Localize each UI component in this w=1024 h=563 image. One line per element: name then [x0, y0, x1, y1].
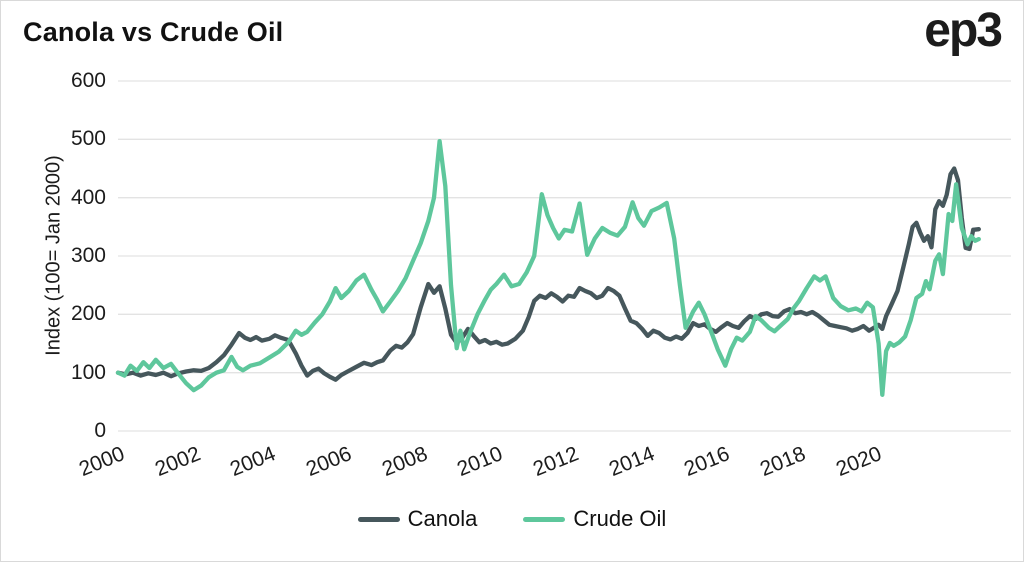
y-tick-label-600: 600: [70, 69, 106, 92]
crude-oil-line-swatch: [523, 516, 566, 522]
y-tick-label-400: 400: [70, 185, 106, 209]
legend-item-canola: Canola: [357, 506, 478, 532]
y-tick-label-0: 0: [94, 419, 106, 442]
legend-label-canola: Canola: [407, 506, 478, 531]
ep3-logo: ep3: [924, 4, 1003, 57]
series-line-crude-oil: [115, 138, 981, 397]
legend-item-crude-oil: Crude Oil: [523, 506, 666, 532]
chart-legend: Canola Crude Oil: [1, 506, 1023, 532]
y-tick-label-100: 100: [70, 360, 106, 384]
legend-label-crude-oil: Crude Oil: [573, 506, 667, 531]
canola-line-swatch: [357, 516, 400, 522]
page-title: Canola vs Crude Oil: [23, 17, 284, 47]
series-line-canola: [115, 166, 981, 382]
y-tick-label-200: 200: [70, 302, 106, 326]
y-tick-label-300: 300: [70, 244, 106, 267]
y-tick-label-500: 500: [70, 127, 106, 151]
